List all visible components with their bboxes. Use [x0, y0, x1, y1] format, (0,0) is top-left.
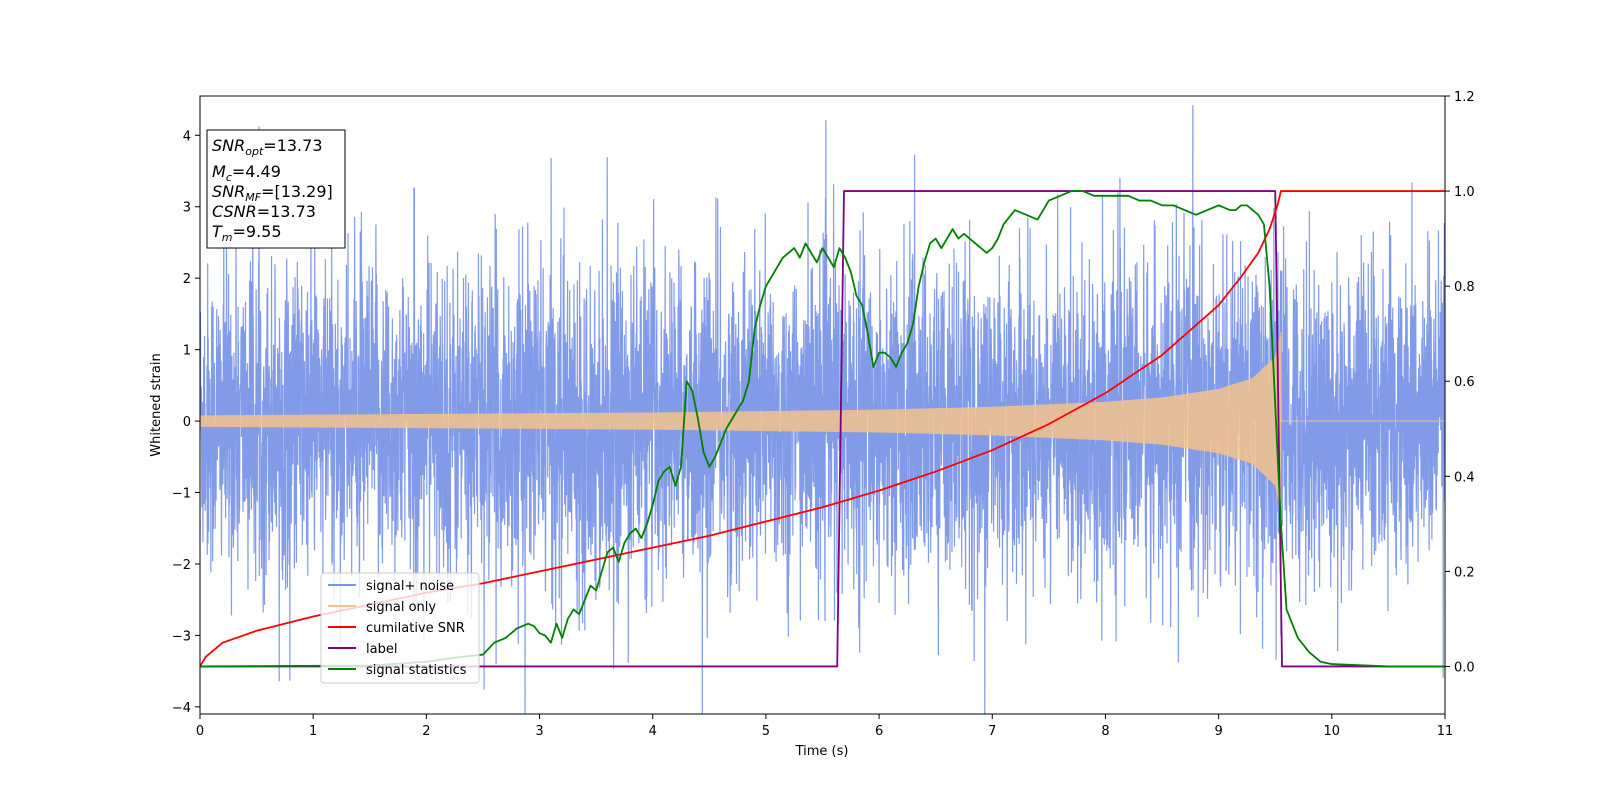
x-tick-label: 3	[535, 724, 543, 739]
signal-statistics-line	[200, 190, 1445, 668]
x-axis-label: Time (s)	[795, 744, 849, 759]
series-signal-noise	[200, 105, 1445, 714]
signal-noise-line	[200, 105, 1445, 714]
y-right-tick-label: 0.8	[1454, 280, 1475, 295]
x-tick-label: 10	[1324, 724, 1341, 739]
legend-label: signal only	[366, 600, 436, 615]
label-line	[200, 190, 1445, 668]
y-tick-label: 2	[183, 272, 191, 287]
y-axis-label: Whitened strain	[149, 353, 164, 456]
y-right-tick-label: 0.0	[1454, 660, 1475, 675]
x-axis: 0 1 2 3 4 5 6 7 8 9 10 11	[196, 714, 1453, 739]
annotation-line: SNRopt=13.73	[212, 136, 323, 158]
legend-label: signal statistics	[366, 663, 467, 678]
x-tick-label: 6	[875, 724, 883, 739]
x-tick-label: 1	[309, 724, 317, 739]
legend-label: label	[366, 642, 397, 657]
y-tick-label: 1	[183, 344, 191, 359]
annotation-line: Tm=9.55	[212, 222, 282, 244]
y-axis-right: 0.0 0.2 0.4 0.6 0.8 1.0 1.2	[1445, 90, 1475, 675]
legend: signal+ noise signal only cumilative SNR la…	[320, 572, 480, 684]
x-tick-label: 4	[649, 724, 657, 739]
signal-only-line	[200, 332, 1445, 509]
x-tick-label: 7	[988, 724, 996, 739]
y-tick-label: −3	[172, 629, 191, 644]
legend-frame	[320, 572, 480, 684]
annotation-line: CSNR=13.73	[212, 202, 316, 221]
annotation-frame	[206, 129, 346, 249]
series-signal-only	[200, 332, 1445, 509]
legend-label: signal+ noise	[366, 579, 454, 594]
y-tick-label: −1	[172, 487, 191, 502]
x-tick-label: 2	[422, 724, 430, 739]
y-tick-label: 4	[183, 129, 191, 144]
y-right-tick-label: 0.4	[1454, 470, 1475, 485]
y-tick-label: 3	[183, 201, 191, 216]
y-tick-label: −4	[172, 701, 191, 716]
y-right-tick-label: 1.2	[1454, 90, 1475, 105]
x-tick-label: 8	[1101, 724, 1109, 739]
annotation-line: SNRMF=[13.29]	[212, 182, 333, 204]
legend-items: signal+ noise signal only cumilative SNR la…	[328, 579, 467, 678]
y-right-tick-label: 0.6	[1454, 375, 1475, 390]
legend-label: cumilative SNR	[366, 621, 465, 636]
x-tick-label: 0	[196, 724, 204, 739]
annotation-lines: SNRopt=13.73 Mc=4.49SNRMF=[13.29]CSNR=13.…	[212, 136, 333, 244]
y-tick-label: 0	[183, 415, 191, 430]
y-right-tick-label: 0.2	[1454, 565, 1475, 580]
plot-frame	[199, 95, 1446, 715]
annotation-box: SNRopt=13.73 Mc=4.49SNRMF=[13.29]CSNR=13.…	[206, 129, 346, 249]
y-tick-label: −2	[172, 558, 191, 573]
x-tick-label: 5	[762, 724, 770, 739]
annotation-line: Mc=4.49	[212, 162, 281, 184]
x-tick-label: 11	[1437, 724, 1454, 739]
y-axis-left: −4 −3 −2 −1 0 1 2 3 4	[172, 129, 200, 716]
y-right-tick-label: 1.0	[1454, 185, 1475, 200]
x-tick-label: 9	[1214, 724, 1222, 739]
